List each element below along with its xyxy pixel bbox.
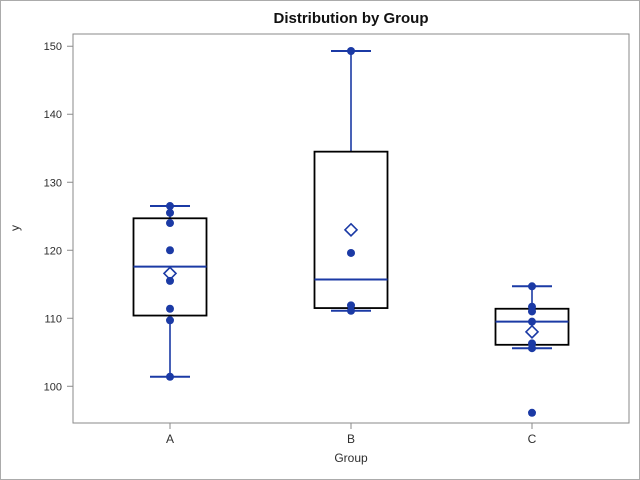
outlier-point-C [528, 408, 536, 417]
y-tick-label: 100 [44, 381, 62, 393]
mean-marker-C [524, 324, 540, 340]
x-tick-label-A: A [166, 432, 174, 446]
data-point-B [347, 306, 355, 315]
mean-marker-B [343, 222, 359, 237]
y-tick-label: 110 [44, 313, 62, 325]
data-point-A [166, 316, 174, 325]
chart-title: Distribution by Group [273, 10, 429, 27]
x-tick-label-B: B [347, 432, 355, 446]
data-point-A [166, 304, 174, 313]
data-point-A [166, 219, 174, 228]
data-point-A [166, 372, 174, 381]
data-point-A [166, 246, 174, 255]
data-point-B [347, 248, 355, 257]
data-point-C [528, 317, 536, 326]
data-point-C [528, 307, 536, 316]
y-tick-label: 150 [44, 41, 62, 53]
y-tick-label: 140 [44, 109, 62, 121]
data-point-C [528, 282, 536, 291]
data-point-C [528, 344, 536, 353]
y-tick-label: 130 [44, 177, 62, 189]
x-axis-label: Group [334, 451, 368, 465]
data-point-A [166, 202, 174, 211]
data-point-B [347, 47, 355, 56]
x-tick-label-C: C [528, 432, 537, 446]
data-point-A [166, 276, 174, 285]
y-tick-label: 120 [44, 245, 62, 257]
data-point-A [166, 208, 174, 217]
